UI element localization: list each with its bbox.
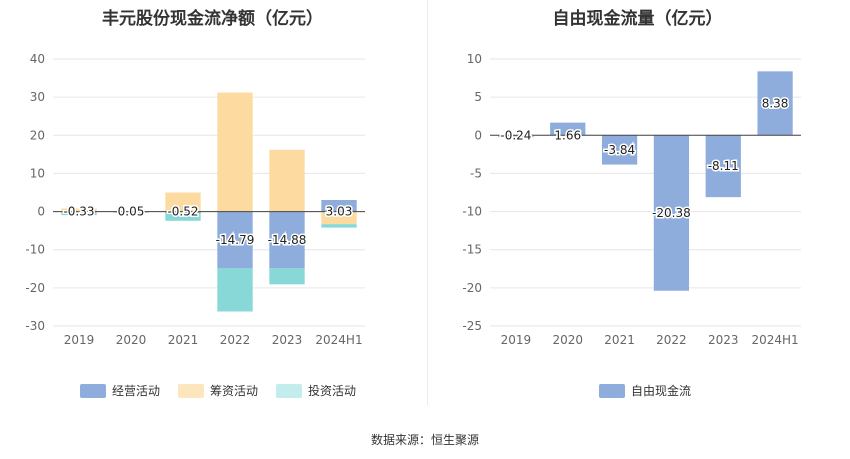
y-tick-label-0-1: 30 xyxy=(30,90,45,104)
bar-0-1-3 xyxy=(217,92,253,212)
data-label-0-2: -0.52 xyxy=(167,205,198,219)
x-tick-label-1-0: 2019 xyxy=(501,333,532,347)
bar-0-0-2 xyxy=(165,211,201,214)
left-legend: 经营活动 筹资活动 投资活动 xyxy=(80,382,356,399)
bar-0-2-2 xyxy=(165,213,201,221)
y-tick-label-1-7: -25 xyxy=(462,319,482,333)
x-tick-label-0-0: 2019 xyxy=(64,333,95,347)
data-label-1-5: 8.38 xyxy=(762,96,789,110)
bar-0-1-2 xyxy=(165,192,201,212)
y-tick-label-0-2: 20 xyxy=(30,128,45,142)
bar-1-0-4 xyxy=(705,135,741,198)
y-tick-label-1-0: 10 xyxy=(467,52,482,66)
data-label-1-0: -0.24 xyxy=(500,128,531,142)
x-tick-label-0-2: 2021 xyxy=(168,333,199,347)
data-label-0-4: -14.88 xyxy=(268,233,307,247)
y-tick-label-0-7: -30 xyxy=(25,319,45,333)
data-label-1-4: -8.11 xyxy=(708,159,739,173)
data-label-0-1: 0.05 xyxy=(118,205,145,219)
bar-0-0-4 xyxy=(269,211,305,269)
bar-0-0-0 xyxy=(61,211,97,213)
bar-0-1-5 xyxy=(321,211,357,225)
x-tick-label-0-4: 2023 xyxy=(272,333,303,347)
data-label-1-1: 1.66 xyxy=(554,128,581,142)
legend-label-operating: 经营活动 xyxy=(112,384,161,398)
y-tick-label-1-6: -20 xyxy=(462,281,482,295)
y-tick-label-0-0: 40 xyxy=(30,52,45,66)
bar-0-2-5 xyxy=(321,224,357,228)
x-tick-label-1-1: 2020 xyxy=(552,333,583,347)
legend-label-financing: 筹资活动 xyxy=(210,384,259,398)
y-tick-label-0-5: -10 xyxy=(25,243,45,257)
legend-label-investing: 投资活动 xyxy=(308,384,357,398)
legend-label-fcf: 自由现金流 xyxy=(631,384,692,398)
legend-swatch-fcf xyxy=(599,383,625,398)
bar-1-0-3 xyxy=(653,135,690,291)
x-tick-label-1-2: 2021 xyxy=(604,333,635,347)
y-tick-label-1-4: -10 xyxy=(462,205,482,219)
bar-0-0-5 xyxy=(321,200,357,212)
data-source-note: 数据来源：恒生聚源 xyxy=(370,433,479,447)
bar-0-0-3 xyxy=(217,211,253,268)
bar-0-2-0 xyxy=(61,212,97,216)
bar-0-1-0 xyxy=(61,208,97,212)
data-label-0-5: 3.03 xyxy=(326,205,353,219)
data-label-0-3: -14.79 xyxy=(216,233,255,247)
legend-swatch-operating xyxy=(80,383,106,398)
legend-item-operating[interactable]: 经营活动 xyxy=(80,382,160,399)
legend-swatch-investing xyxy=(276,383,303,398)
y-tick-label-1-5: -15 xyxy=(462,243,482,257)
data-label-0-0: -0.33 xyxy=(63,205,94,219)
x-tick-label-1-5: 2024H1 xyxy=(751,333,798,347)
bar-1-0-1 xyxy=(550,122,586,136)
y-tick-label-0-3: 10 xyxy=(30,166,45,180)
legend-item-fcf[interactable]: 自由现金流 xyxy=(599,382,691,399)
y-tick-label-1-2: 0 xyxy=(474,128,482,142)
data-label-1-3: -20.38 xyxy=(652,206,691,220)
data-label-1-2: -3.84 xyxy=(604,143,635,157)
x-tick-label-0-5: 2024H1 xyxy=(315,333,362,347)
panel-divider xyxy=(427,0,428,405)
x-tick-label-0-3: 2022 xyxy=(220,333,251,347)
x-tick-label-1-3: 2022 xyxy=(656,333,687,347)
bar-0-2-4 xyxy=(269,268,305,285)
y-tick-label-0-6: -20 xyxy=(25,281,45,295)
right-chart-title: 自由现金流量（亿元） xyxy=(552,9,723,29)
right-legend: 自由现金流 xyxy=(599,382,691,399)
legend-item-financing[interactable]: 筹资活动 xyxy=(178,382,258,399)
bar-0-2-1 xyxy=(113,211,149,213)
y-tick-label-0-4: 0 xyxy=(37,205,45,219)
x-tick-label-1-4: 2023 xyxy=(708,333,739,347)
y-tick-label-1-3: -5 xyxy=(470,166,482,180)
legend-swatch-financing xyxy=(178,383,205,398)
x-tick-label-0-1: 2020 xyxy=(116,333,147,347)
bar-1-0-0 xyxy=(498,135,534,138)
bar-0-1-4 xyxy=(269,149,305,212)
left-chart-title: 丰元股份现金流净额（亿元） xyxy=(102,9,323,29)
y-tick-label-1-1: 5 xyxy=(474,90,482,104)
bar-0-2-3 xyxy=(217,267,253,312)
bar-1-0-5 xyxy=(757,71,793,136)
legend-item-investing[interactable]: 投资活动 xyxy=(276,382,356,399)
bar-1-0-2 xyxy=(601,135,638,165)
